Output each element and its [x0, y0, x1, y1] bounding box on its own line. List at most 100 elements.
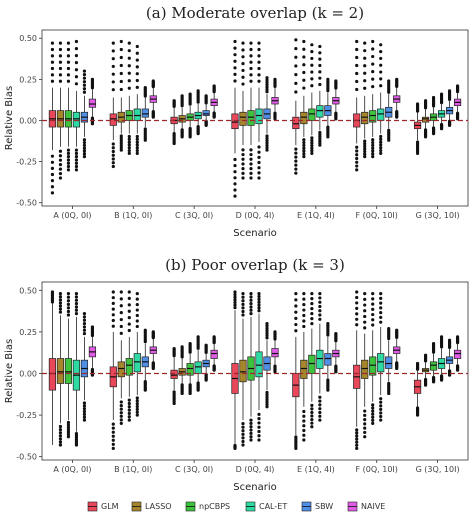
outlier-point: [127, 415, 131, 419]
outlier-point: [363, 297, 367, 301]
box-sbw-1: [141, 85, 149, 142]
box-body: [56, 358, 65, 384]
outlier-point: [310, 302, 314, 306]
x-tick-label: F (0Q, 10I): [356, 211, 398, 220]
box-sbw-6: [445, 89, 454, 128]
outlier-point: [257, 176, 261, 180]
outlier-point: [257, 306, 261, 310]
box-body: [308, 354, 316, 374]
outlier-point: [82, 143, 87, 147]
outlier-point: [294, 73, 298, 77]
outlier-point: [310, 410, 314, 415]
outlier-point: [135, 44, 139, 49]
outlier-point: [249, 73, 253, 77]
box-glm-3: [231, 290, 239, 450]
outlier-point: [135, 78, 139, 83]
box-npcbps-0: [64, 292, 73, 439]
outlier-point: [66, 427, 71, 432]
box-cal-et-4: [316, 292, 324, 422]
box-body: [210, 349, 218, 359]
outlier-point: [241, 75, 245, 79]
outlier-point: [50, 47, 55, 52]
outlier-point: [111, 313, 115, 317]
outlier-point: [180, 345, 184, 349]
outlier-point: [233, 182, 237, 186]
outlier-point: [310, 403, 314, 407]
outlier-point: [257, 297, 261, 301]
legend-label: GLM: [101, 502, 119, 511]
outlier-point: [379, 411, 383, 415]
outlier-point: [82, 140, 87, 145]
outlier-point: [363, 320, 367, 324]
outlier-point: [302, 140, 306, 145]
box-lasso-3: [239, 292, 247, 447]
box-npcbps-3: [247, 41, 255, 180]
outlier-point: [82, 404, 87, 408]
box-glm-0: [48, 41, 57, 195]
outlier-point: [379, 404, 383, 408]
box-sbw-3: [263, 321, 271, 409]
outlier-point: [439, 127, 444, 131]
outlier-point: [302, 149, 306, 153]
outlier-point: [318, 82, 322, 87]
box-body: [133, 353, 141, 373]
outlier-point: [265, 78, 269, 82]
x-axis-label: Scenario: [233, 228, 276, 239]
outlier-point: [379, 43, 383, 47]
outlier-point: [241, 148, 245, 152]
outlier-point: [127, 148, 131, 153]
outlier-point: [90, 122, 95, 126]
box-body: [255, 108, 263, 125]
outlier-point: [111, 146, 115, 150]
outlier-point: [363, 409, 367, 413]
box-lasso-5: [361, 41, 369, 159]
box-body: [316, 349, 324, 369]
outlier-point: [111, 157, 115, 161]
y-axis-label: Relative Bias: [4, 339, 15, 403]
outlier-point: [379, 311, 383, 315]
outlier-point: [82, 409, 87, 414]
outlier-point: [379, 151, 383, 155]
outlier-point: [265, 83, 269, 87]
outlier-point: [241, 162, 245, 166]
outlier-point: [371, 146, 375, 150]
outlier-point: [58, 310, 63, 314]
outlier-point: [241, 313, 245, 317]
outlier-point: [371, 409, 375, 413]
outlier-point: [82, 138, 87, 142]
outlier-point: [135, 404, 139, 409]
plot-frame: [41, 281, 469, 461]
outlier-point: [302, 39, 306, 44]
outlier-point: [58, 41, 63, 45]
box-body: [64, 358, 73, 384]
outlier-point: [265, 146, 269, 150]
box-lasso-6: [421, 353, 430, 387]
outlier-point: [363, 309, 367, 313]
box-naive-3: [271, 330, 279, 374]
outlier-point: [119, 47, 123, 52]
outlier-point: [294, 316, 298, 320]
outlier-point: [363, 41, 367, 45]
outlier-point: [318, 418, 322, 422]
outlier-point: [273, 370, 277, 374]
outlier-point: [135, 410, 139, 414]
outlier-point: [302, 438, 306, 442]
outlier-point: [302, 86, 306, 90]
outlier-point: [127, 137, 131, 141]
outlier-point: [119, 403, 123, 408]
outlier-point: [265, 85, 269, 89]
outlier-point: [257, 160, 261, 165]
x-tick-label: B (1Q, 0I): [114, 465, 152, 474]
outlier-point: [257, 421, 261, 425]
outlier-point: [111, 164, 115, 169]
outlier-point: [82, 69, 87, 73]
outlier-point: [127, 405, 131, 409]
outlier-point: [119, 400, 123, 404]
box-naive-1: [149, 330, 157, 371]
outlier-point: [379, 397, 383, 401]
outlier-point: [310, 421, 314, 425]
outlier-point: [265, 134, 269, 138]
outlier-point: [371, 149, 375, 153]
outlier-point: [363, 314, 367, 319]
